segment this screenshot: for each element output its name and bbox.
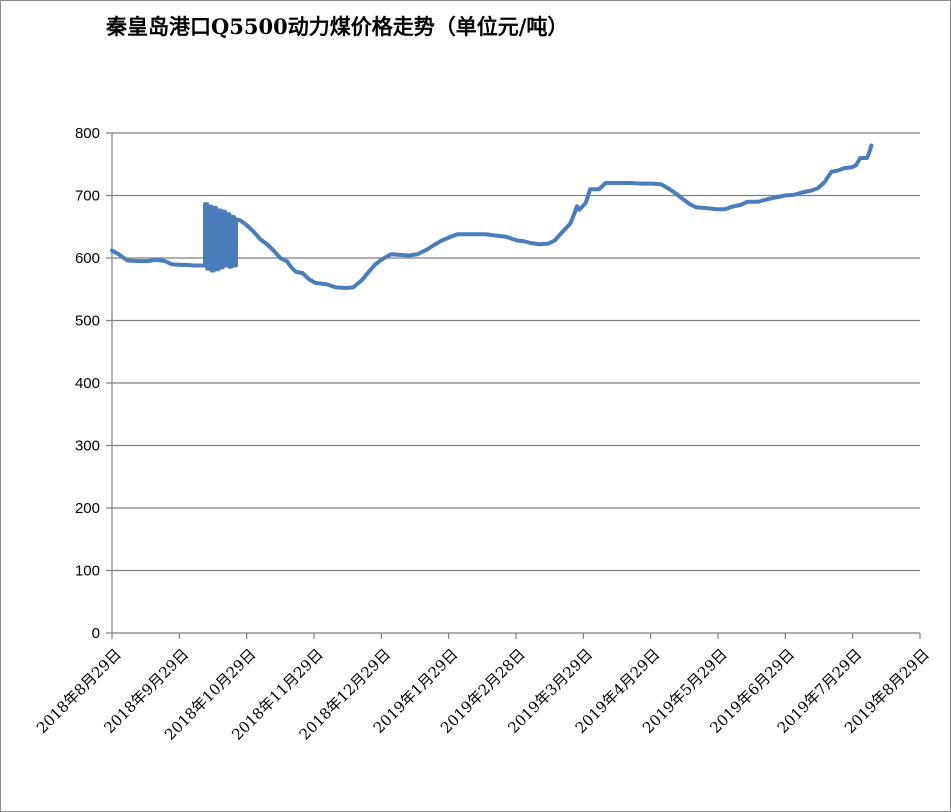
y-tick-label: 800 (75, 125, 100, 142)
y-tick-label: 200 (75, 500, 100, 517)
y-tick-label: 500 (75, 313, 100, 330)
y-tick-label: 400 (75, 375, 100, 392)
y-tick-label: 700 (75, 188, 100, 205)
y-tick-label: 100 (75, 563, 100, 580)
y-tick-label: 600 (75, 250, 100, 267)
y-tick-label: 300 (75, 438, 100, 455)
series-line-0 (110, 143, 874, 290)
chart-title: 秦皇岛港口Q5500动力煤价格走势（单位元/吨） (106, 14, 569, 39)
y-tick-label: 0 (92, 625, 100, 642)
